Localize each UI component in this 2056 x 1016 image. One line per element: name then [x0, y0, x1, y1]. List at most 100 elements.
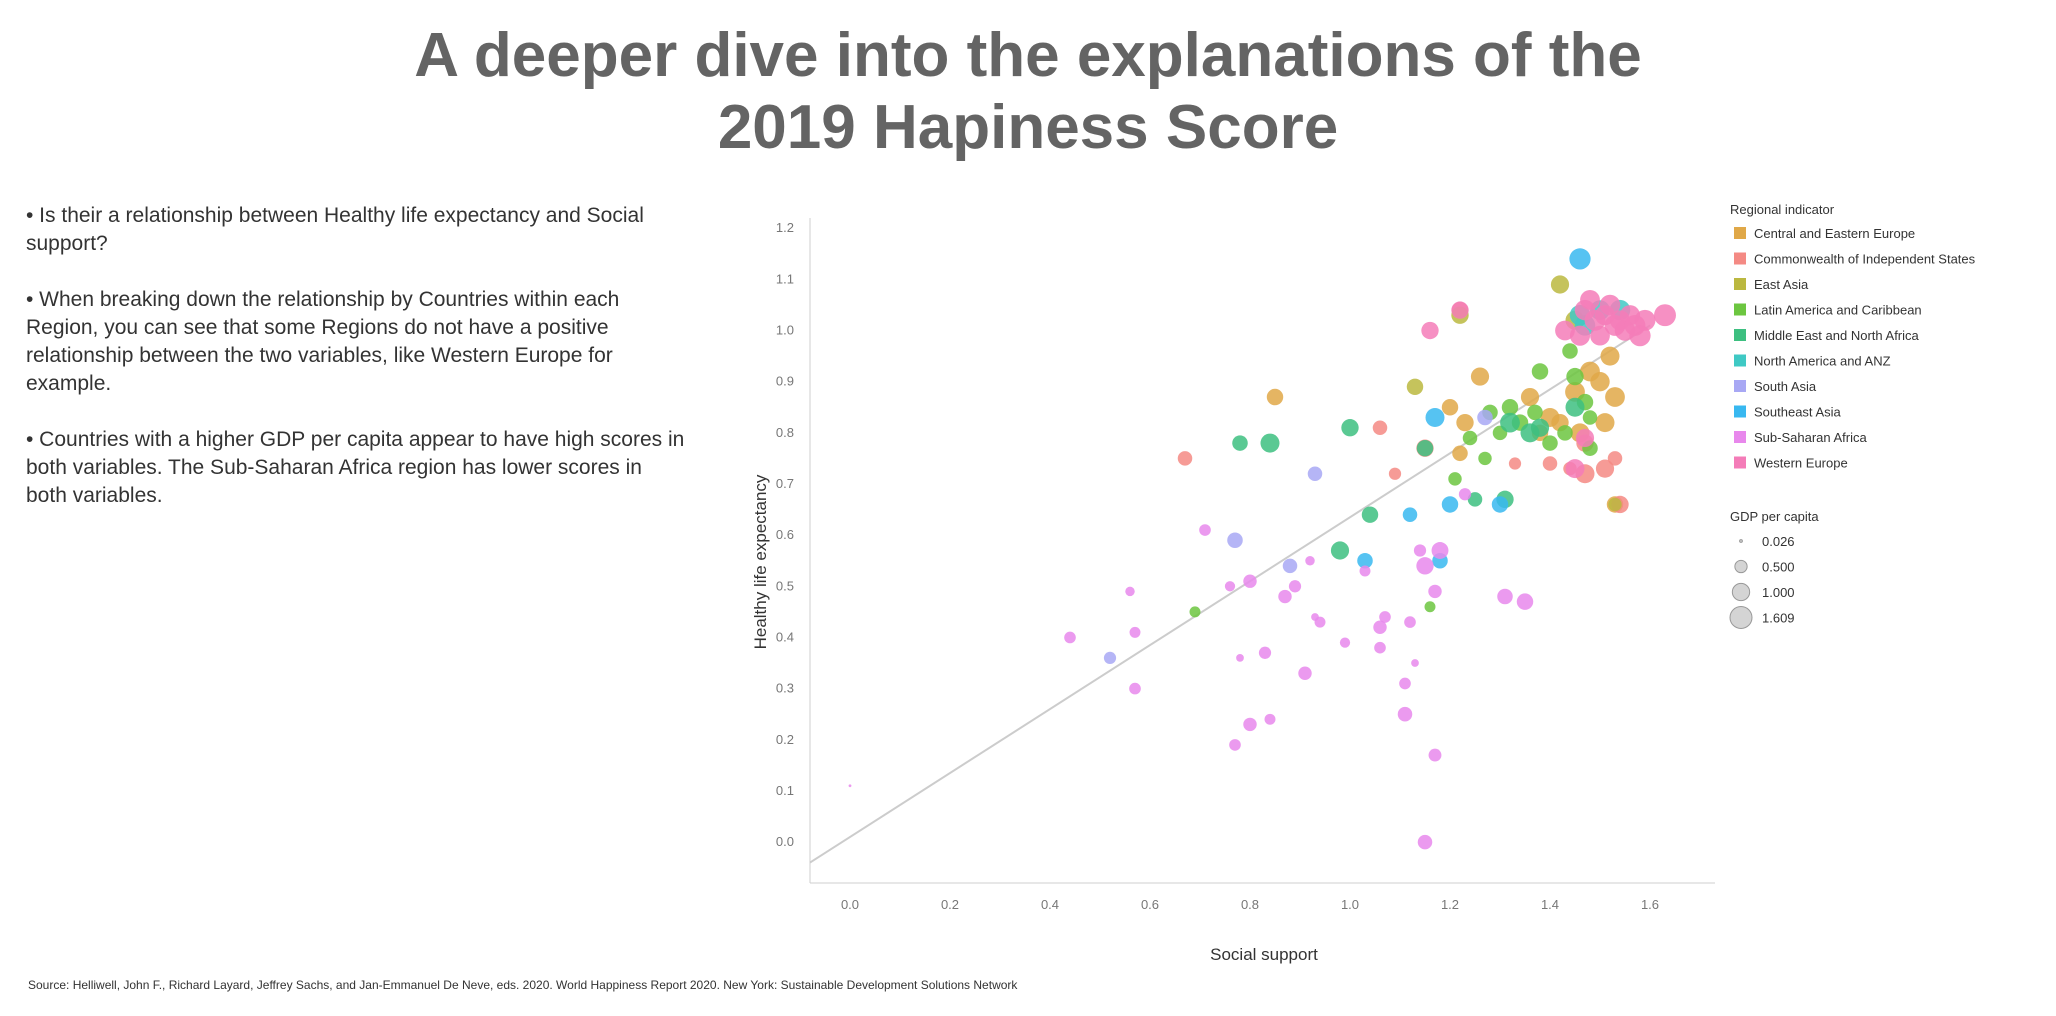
data-point — [1417, 834, 1433, 850]
size-legend-circle — [1729, 606, 1753, 629]
data-point — [1397, 706, 1413, 722]
data-point — [1456, 413, 1474, 432]
legend-label: Sub-Saharan Africa — [1754, 430, 1868, 445]
y-tick-label: 1.2 — [776, 220, 794, 235]
y-tick-label: 0.4 — [776, 629, 794, 644]
data-point — [1258, 646, 1272, 659]
legend-label: North America and ANZ — [1754, 354, 1891, 369]
data-point — [1224, 581, 1236, 592]
data-point — [1243, 574, 1257, 588]
data-point — [1421, 321, 1439, 340]
data-point — [1404, 616, 1416, 628]
legend-swatch — [1734, 329, 1746, 341]
legend-label: Middle East and North Africa — [1754, 328, 1920, 343]
data-point — [1266, 388, 1284, 406]
y-tick-label: 1.1 — [776, 271, 794, 286]
y-tick-label: 0.3 — [776, 681, 794, 696]
data-point — [1497, 588, 1513, 605]
y-tick-label: 0.7 — [776, 476, 794, 491]
x-tick-label: 0.0 — [841, 897, 859, 912]
data-point — [1399, 677, 1411, 690]
y-tick-label: 0.9 — [776, 374, 794, 389]
data-point — [1339, 637, 1351, 648]
data-point — [1361, 506, 1379, 523]
data-point — [1565, 459, 1585, 479]
data-point — [1566, 367, 1584, 386]
data-point — [1177, 451, 1193, 466]
data-point — [1501, 399, 1519, 416]
data-point — [1562, 343, 1578, 359]
x-tick-label: 0.6 — [1141, 897, 1159, 912]
data-point — [1227, 532, 1243, 549]
data-point — [1448, 472, 1462, 486]
data-point — [1569, 325, 1591, 346]
data-point — [1595, 459, 1615, 478]
x-tick-label: 1.6 — [1641, 897, 1659, 912]
data-point — [1441, 496, 1459, 513]
data-point — [1508, 457, 1522, 470]
legend-swatch — [1734, 405, 1746, 418]
data-point — [1373, 620, 1387, 634]
legend-label: Latin America and Caribbean — [1754, 303, 1922, 318]
legend-swatch — [1734, 354, 1746, 367]
data-point — [1582, 410, 1598, 425]
data-point — [1467, 492, 1483, 507]
data-point — [1402, 507, 1418, 522]
x-axis-label: Social support — [1210, 945, 1318, 964]
x-tick-label: 0.2 — [941, 897, 959, 912]
x-tick-label: 1.4 — [1541, 897, 1559, 912]
data-point — [1282, 558, 1298, 574]
data-point — [1608, 497, 1622, 512]
size-legend-circle — [1734, 559, 1748, 574]
legend-swatch — [1734, 303, 1746, 316]
y-tick-label: 1.0 — [776, 323, 794, 338]
data-point — [1516, 593, 1534, 610]
data-point — [1374, 641, 1386, 654]
legend-swatch — [1734, 456, 1746, 469]
legend-label: Western Europe — [1754, 456, 1848, 471]
page-title: A deeper dive into the explanations of t… — [0, 20, 2056, 164]
data-point — [1264, 713, 1276, 725]
source-note: Source: Helliwell, John F., Richard Laya… — [28, 978, 1018, 992]
legend-swatch — [1734, 227, 1746, 239]
data-point — [1406, 378, 1424, 396]
data-point — [1441, 399, 1459, 416]
data-point — [1478, 451, 1492, 466]
size-legend-circle — [1731, 582, 1751, 602]
data-point — [1103, 651, 1117, 665]
data-point — [1580, 361, 1600, 382]
size-legend-label: 0.026 — [1762, 534, 1795, 549]
data-point — [1305, 555, 1315, 566]
bullet-item: • Is their a relationship between Health… — [26, 204, 644, 255]
data-point — [1416, 439, 1434, 457]
data-point — [1278, 589, 1292, 604]
data-point — [1199, 524, 1211, 536]
data-point — [1607, 451, 1623, 466]
data-point — [1452, 445, 1468, 462]
bullet-item: • When breaking down the relationship by… — [26, 288, 620, 395]
y-axis-label: Healthy life expectancy — [751, 474, 770, 649]
data-point — [1243, 717, 1257, 732]
data-point — [1575, 428, 1595, 448]
data-point — [1425, 408, 1445, 427]
title-line-2: 2019 Hapiness Score — [717, 93, 1339, 162]
data-point — [1129, 626, 1141, 638]
size-legend-label: 1.000 — [1762, 585, 1795, 600]
legend-swatch — [1734, 278, 1746, 290]
legend-label: East Asia — [1754, 277, 1809, 292]
data-point — [1599, 294, 1621, 316]
size-legend-label: 0.500 — [1762, 560, 1795, 575]
data-point — [1500, 412, 1520, 433]
data-point — [1565, 397, 1585, 417]
data-point — [1458, 488, 1472, 501]
y-tick-label: 0.5 — [776, 578, 794, 593]
data-point — [1605, 387, 1625, 407]
data-point — [1288, 580, 1302, 593]
x-tick-label: 0.4 — [1041, 897, 1059, 912]
data-point — [1527, 404, 1543, 421]
legend-label: Commonwealth of Independent States — [1754, 252, 1976, 267]
data-point — [1379, 611, 1391, 623]
size-legend-label: 1.609 — [1762, 611, 1795, 626]
title-line-1: A deeper dive into the explanations of t… — [414, 21, 1642, 90]
data-point — [1550, 275, 1570, 294]
